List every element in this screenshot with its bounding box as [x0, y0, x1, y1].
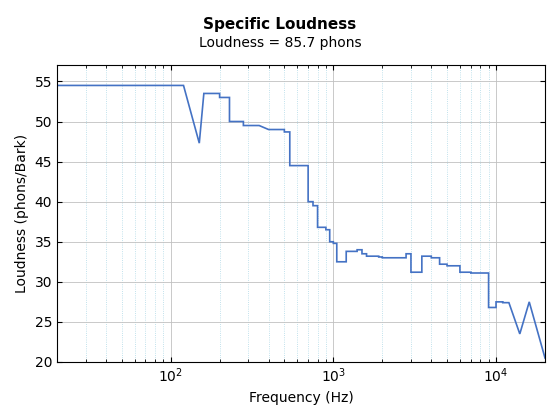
Text: Loudness = 85.7 phons: Loudness = 85.7 phons	[199, 36, 361, 50]
Y-axis label: Loudness (phons/Bark): Loudness (phons/Bark)	[15, 134, 29, 293]
X-axis label: Frequency (Hz): Frequency (Hz)	[249, 391, 353, 405]
Text: Specific Loudness: Specific Loudness	[203, 17, 357, 32]
